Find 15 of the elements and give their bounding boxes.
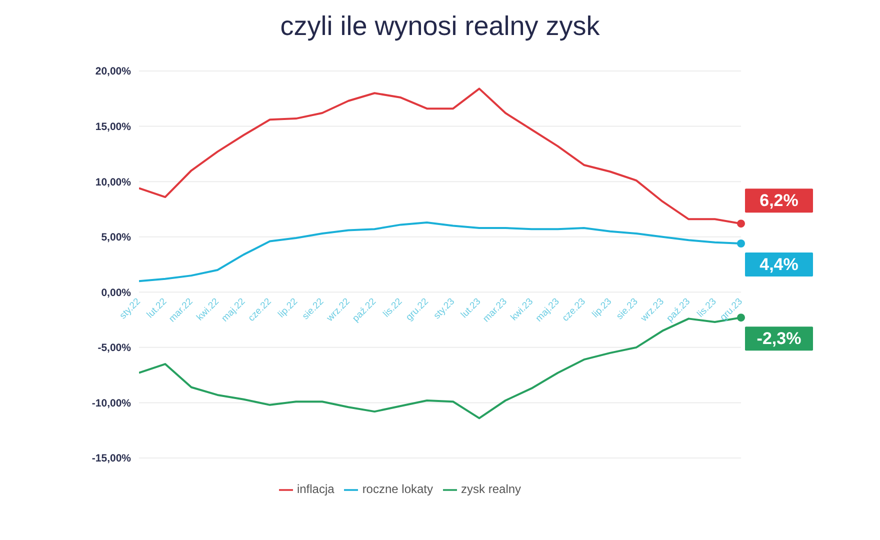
y-tick-label: -15,00% [92, 452, 132, 465]
legend-label: roczne lokaty [362, 482, 434, 496]
legend-label: inflacja [296, 482, 334, 496]
annotation: 4,4% [760, 254, 798, 274]
y-tick-label: 0,00% [101, 286, 132, 299]
y-tick-label: -5,00% [98, 342, 132, 354]
y-tick-label: 10,00% [95, 176, 132, 188]
annotation: 6,2% [760, 191, 798, 210]
y-tick-label: 15,00% [95, 121, 132, 134]
legend-label: zysk realny [461, 482, 522, 496]
chart-title: czyli ile wynosi realny zysk [279, 10, 601, 43]
y-tick-label: 5,00% [101, 232, 132, 244]
annotation: -2,3% [756, 329, 802, 348]
y-tick-label: 20,00% [95, 66, 132, 78]
y-tick-label: -10,00% [92, 397, 132, 410]
